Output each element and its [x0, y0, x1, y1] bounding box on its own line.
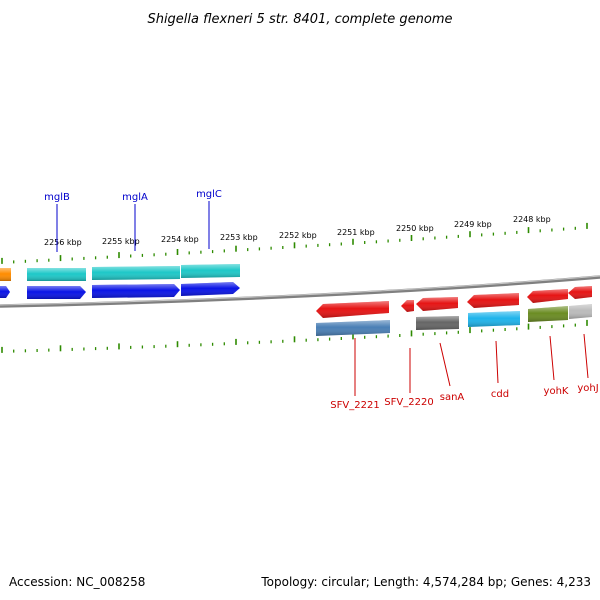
gene-block[interactable]	[27, 268, 86, 281]
gene-block[interactable]	[92, 266, 180, 280]
gene-arrow[interactable]	[181, 282, 240, 296]
gene-arrow[interactable]	[401, 300, 414, 312]
gene-block[interactable]	[416, 316, 459, 330]
scale-tick-label: 2254 kbp	[161, 235, 199, 244]
gene-block[interactable]	[528, 306, 568, 322]
gene-block[interactable]	[181, 264, 240, 278]
gene-label-yohJ[interactable]: yohJ	[577, 383, 598, 394]
gene-arrow[interactable]	[27, 286, 86, 299]
callout-line	[583, 333, 589, 379]
gene-label-SFV_2221[interactable]: SFV_2221	[330, 400, 379, 411]
scale-tick-label: 2250 kbp	[396, 224, 434, 233]
gene-label-sanA[interactable]: sanA	[440, 392, 465, 403]
gene-block[interactable]	[0, 268, 11, 281]
lower-tick-track	[1, 319, 588, 353]
upper-gene-callouts: mglB mglA mglC	[44, 189, 222, 252]
scale-tick-label: 2251 kbp	[337, 228, 375, 237]
gene-label-cdd[interactable]: cdd	[491, 389, 509, 400]
gene-arrow[interactable]	[0, 286, 10, 298]
scale-tick-label: 2252 kbp	[279, 231, 317, 240]
accession-text: Accession: NC_008258	[9, 575, 145, 589]
gene-block[interactable]	[468, 311, 520, 327]
gene-arrow[interactable]	[527, 289, 568, 303]
gene-arrow[interactable]	[92, 284, 180, 298]
callout-line	[495, 340, 499, 384]
gene-label-yohK[interactable]: yohK	[544, 386, 569, 397]
lower-gene-callouts: SFV_2221 SFV_2220 sanA cdd yohK yohJ	[330, 333, 599, 411]
scale-labels: 2256 kbp 2255 kbp 2254 kbp 2253 kbp 2252…	[44, 215, 551, 247]
callout-line	[549, 335, 555, 381]
gene-arrow[interactable]	[467, 293, 519, 308]
gene-block[interactable]	[569, 304, 592, 319]
genome-backbone-highlight	[0, 275, 600, 306]
scale-tick-label: 2253 kbp	[220, 233, 258, 242]
reverse-strand-genes	[316, 286, 592, 336]
gene-label-SFV_2220[interactable]: SFV_2220	[384, 397, 433, 408]
genome-summary-text: Topology: circular; Length: 4,574,284 bp…	[260, 575, 591, 589]
gene-label-mglB[interactable]: mglB	[44, 192, 70, 203]
forward-strand-genes	[0, 264, 240, 299]
gene-label-mglA[interactable]: mglA	[122, 192, 148, 203]
scale-tick-label: 2255 kbp	[102, 237, 140, 246]
callout-line	[439, 342, 451, 387]
scale-tick-label: 2249 kbp	[454, 220, 492, 229]
gene-label-mglC[interactable]: mglC	[196, 189, 222, 200]
map-title: Shigella flexneri 5 str. 8401, complete …	[147, 12, 452, 27]
gene-block[interactable]	[316, 320, 390, 336]
scale-tick-label: 2248 kbp	[513, 215, 551, 224]
genome-backbone	[0, 275, 600, 308]
upper-tick-track	[1, 222, 588, 264]
gene-arrow[interactable]	[316, 301, 389, 318]
gene-arrow[interactable]	[568, 286, 592, 299]
scale-tick-label: 2256 kbp	[44, 238, 82, 247]
gene-arrow[interactable]	[416, 297, 458, 311]
